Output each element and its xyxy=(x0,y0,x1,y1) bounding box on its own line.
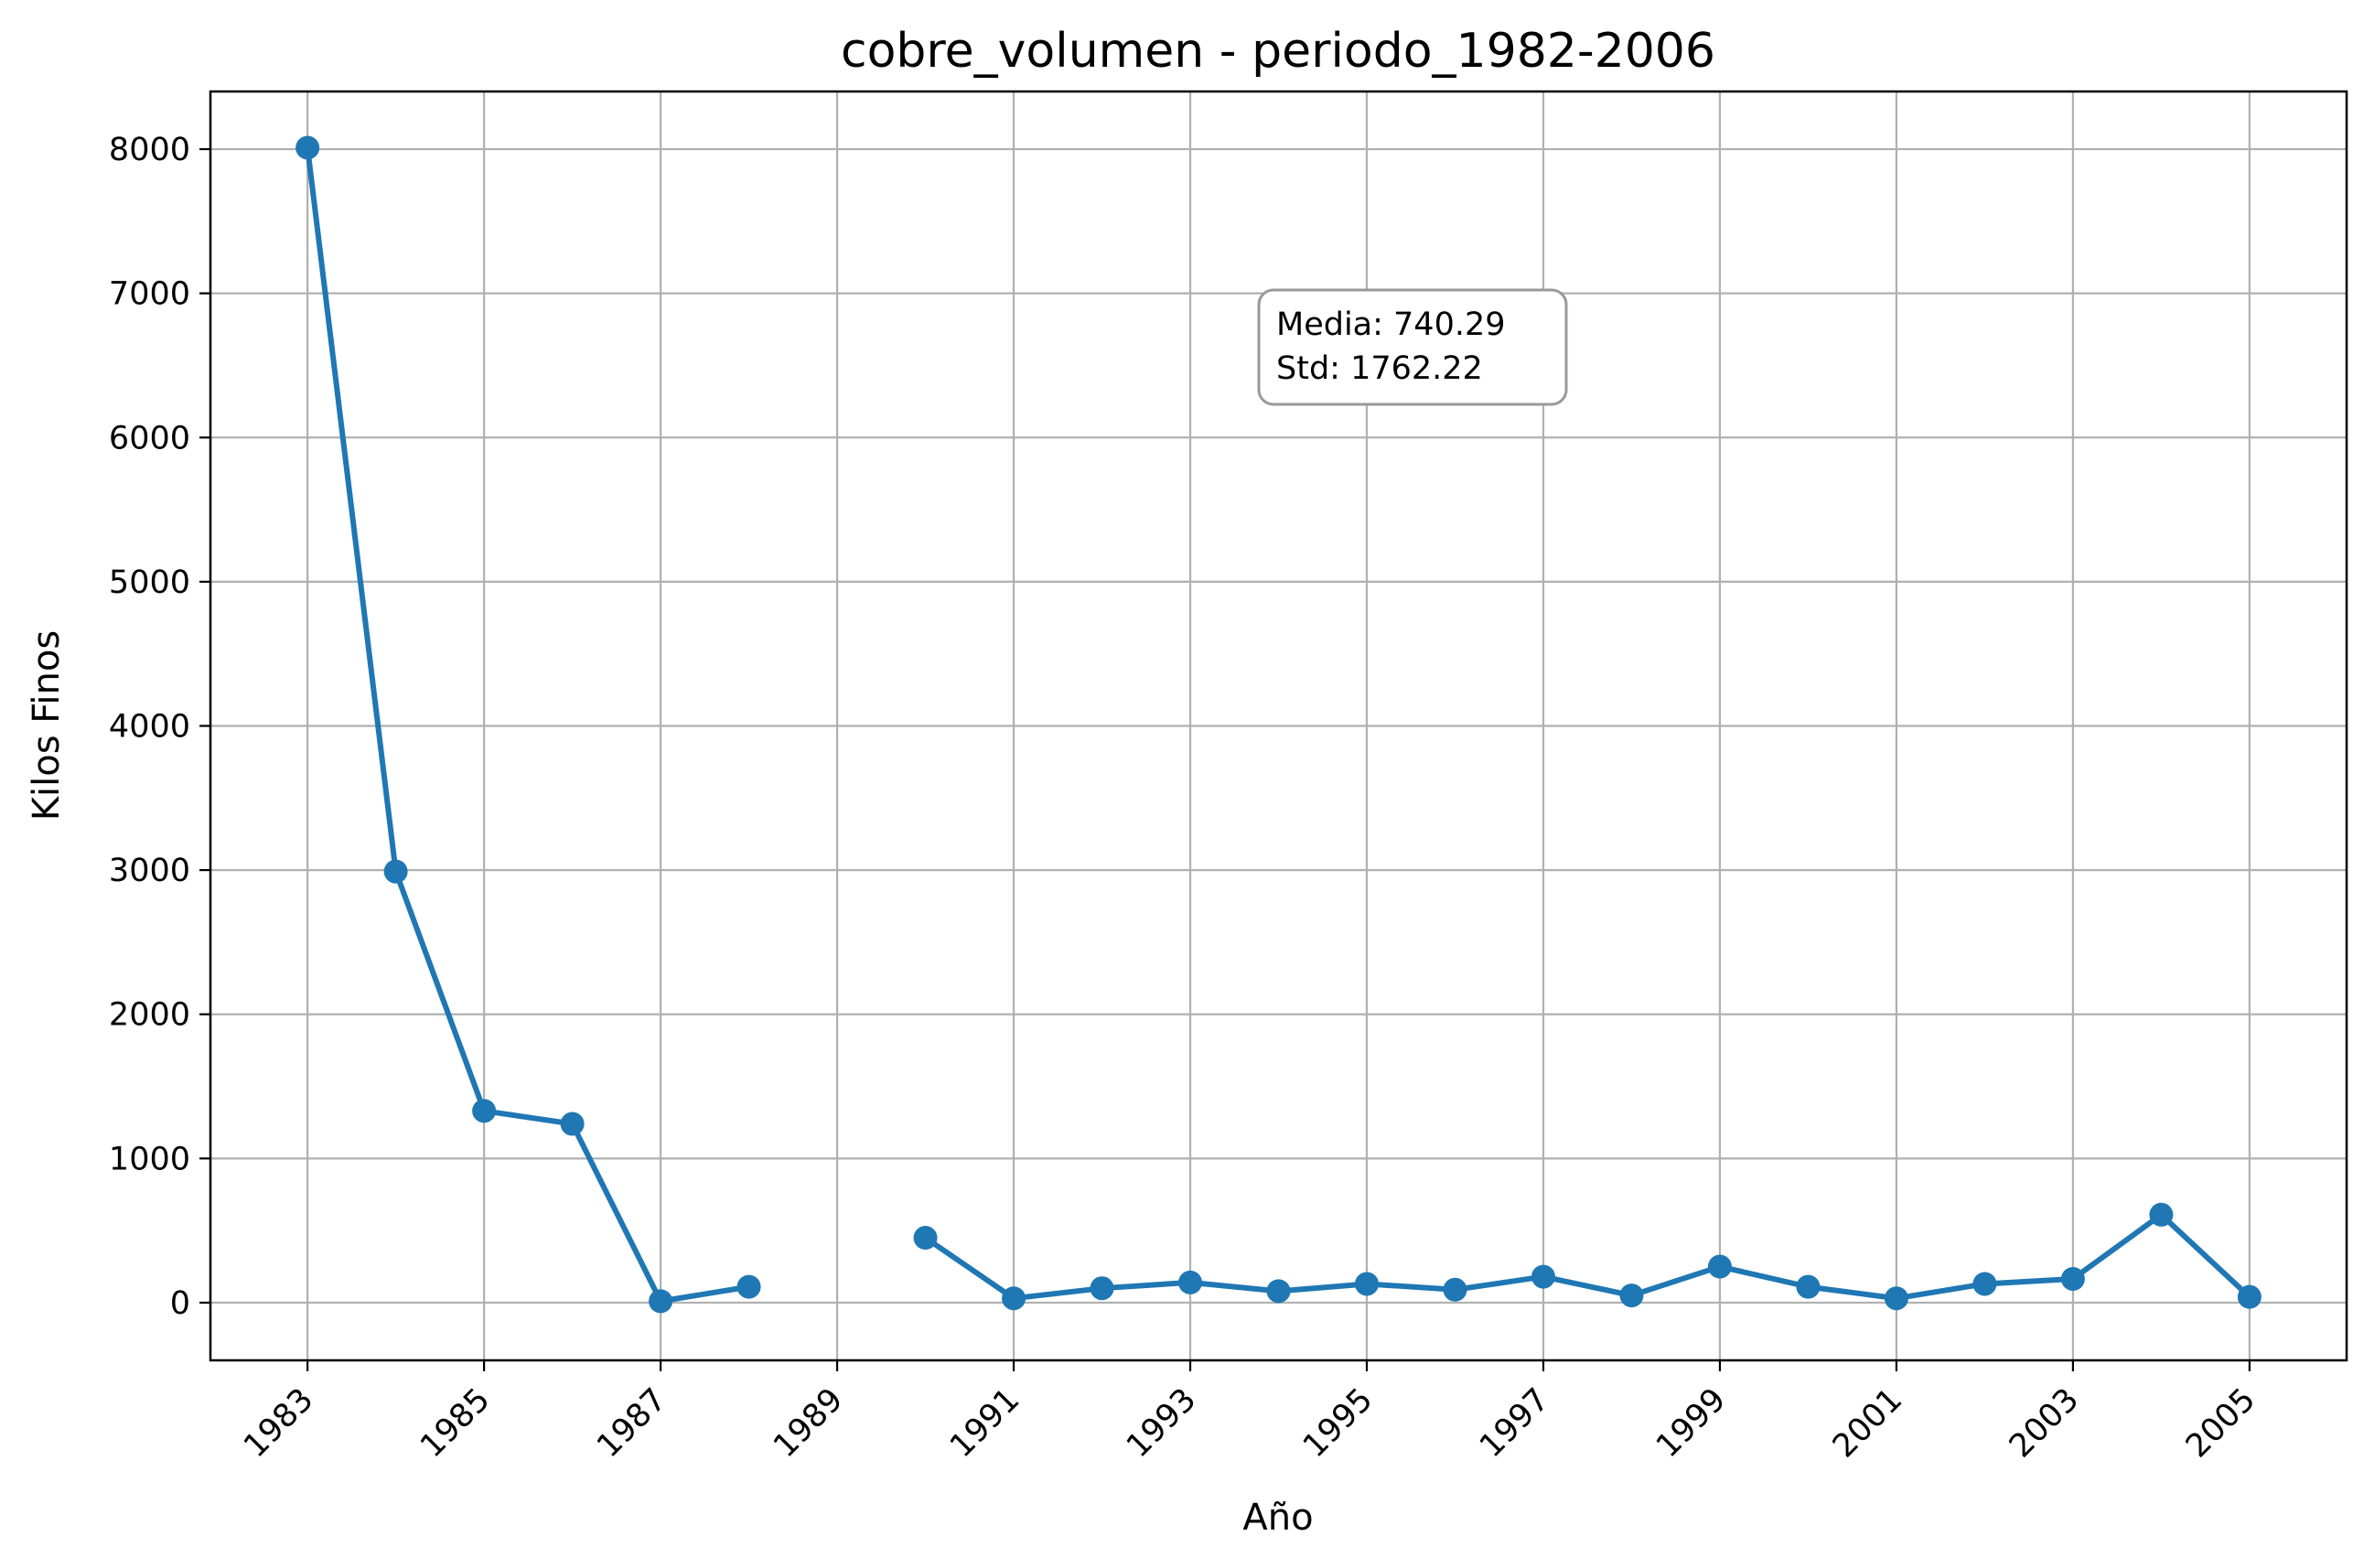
data-point xyxy=(913,1226,938,1251)
chart-title: cobre_volumen - periodo_1982-2006 xyxy=(841,24,1715,79)
data-point xyxy=(1354,1272,1379,1296)
series-line xyxy=(305,145,752,1305)
series-line xyxy=(922,1211,2252,1302)
data-point xyxy=(1972,1272,1997,1296)
data-series xyxy=(296,135,2262,1314)
y-tick-label: 3000 xyxy=(109,853,190,889)
y-tick-label: 6000 xyxy=(109,420,190,456)
data-point xyxy=(383,859,408,884)
y-axis-label: Kilos Finos xyxy=(26,630,68,821)
data-point xyxy=(296,135,320,160)
data-point xyxy=(2060,1266,2085,1291)
data-point xyxy=(1443,1277,1467,1302)
y-tick-label: 0 xyxy=(170,1285,190,1322)
data-point xyxy=(2237,1284,2262,1309)
data-point xyxy=(1002,1286,1026,1311)
data-point xyxy=(1796,1274,1821,1299)
data-point xyxy=(1531,1264,1555,1289)
data-point xyxy=(649,1289,673,1314)
data-point xyxy=(1178,1270,1203,1294)
x-axis-label: Año xyxy=(1242,1497,1313,1539)
data-point xyxy=(1884,1286,1908,1311)
y-tick-label: 5000 xyxy=(109,564,190,601)
data-point xyxy=(1266,1279,1291,1304)
y-tick-label: 2000 xyxy=(109,997,190,1034)
data-point xyxy=(1707,1254,1732,1279)
data-point xyxy=(560,1112,585,1136)
stats-annotation: Media: 740.29 Std: 1762.22 xyxy=(1257,288,1568,406)
annotation-std: Std: 1762.22 xyxy=(1276,350,1483,387)
y-tick-label: 4000 xyxy=(109,709,190,746)
data-point xyxy=(736,1274,761,1299)
data-point xyxy=(2149,1202,2174,1227)
y-tick-label: 1000 xyxy=(109,1141,190,1177)
annotation-mean: Media: 740.29 xyxy=(1276,306,1506,343)
annotation-box xyxy=(1257,288,1568,406)
data-point xyxy=(1090,1276,1114,1301)
y-tick-label: 8000 xyxy=(109,132,190,168)
y-tick-label: 7000 xyxy=(109,276,190,313)
data-point xyxy=(472,1099,497,1123)
data-point xyxy=(1619,1283,1644,1308)
